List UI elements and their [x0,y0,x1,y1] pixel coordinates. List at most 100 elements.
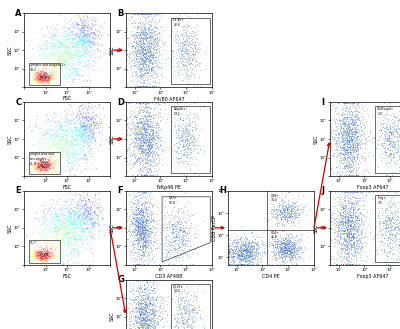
Point [66,258,72,263]
Point [346,234,352,240]
X-axis label: FSC: FSC [62,185,72,190]
Point [78,119,84,125]
Point [331,117,338,122]
Point [80,128,87,133]
Point [146,300,152,306]
Point [41,238,48,243]
Point [124,84,130,89]
Point [31,166,38,171]
Point [27,161,33,166]
Point [188,322,194,327]
Point [38,75,44,81]
Point [342,152,348,157]
Point [137,84,143,89]
Point [344,155,351,160]
Point [149,130,156,135]
Point [168,299,174,304]
Point [395,142,400,148]
Point [42,249,48,254]
Point [51,81,57,87]
Point [72,236,79,241]
Point [361,214,367,219]
Point [146,132,152,137]
Point [78,74,84,79]
Point [138,229,144,234]
Point [141,51,147,56]
Point [127,298,134,303]
Point [52,220,59,225]
Point [144,227,150,233]
Point [238,258,244,263]
Point [136,313,143,318]
Point [150,218,156,224]
Point [234,262,241,267]
Point [343,248,350,254]
Point [156,38,162,43]
Point [179,117,186,122]
Point [352,209,359,214]
Point [187,32,194,38]
Point [161,216,167,221]
Point [340,132,346,137]
Point [280,255,286,260]
Point [190,52,196,57]
Point [380,143,386,148]
Point [350,231,356,236]
Point [48,72,54,77]
Point [178,294,185,299]
Point [338,207,344,212]
Point [349,102,356,107]
Point [396,132,400,138]
Point [141,298,147,304]
Point [40,254,46,259]
Point [344,210,351,215]
Point [287,203,294,208]
Point [349,189,355,194]
Point [343,244,349,249]
Point [142,205,149,210]
Point [40,77,46,82]
Point [148,167,154,173]
Point [346,228,353,233]
Point [247,249,254,255]
Point [140,278,146,283]
Point [348,200,355,205]
Point [351,239,357,244]
Point [352,147,358,152]
Point [350,104,356,109]
Point [87,54,94,60]
Point [189,57,196,62]
Point [148,142,154,148]
Point [80,26,86,31]
Point [62,220,69,225]
Point [66,124,72,130]
Point [34,59,41,64]
Point [294,207,300,212]
Point [142,104,148,109]
Point [166,56,173,61]
Point [64,53,71,58]
Point [243,243,250,248]
Point [150,139,156,145]
Point [76,13,82,19]
Point [138,317,145,322]
Point [134,84,141,89]
Point [146,151,152,157]
Point [73,49,79,54]
Point [86,133,92,138]
Point [280,252,287,257]
Point [86,134,92,139]
Point [343,135,350,140]
Point [40,81,46,86]
Point [39,254,46,259]
Point [291,249,298,254]
Point [30,168,37,173]
Point [343,243,350,248]
Point [241,236,247,241]
Point [351,222,358,227]
Point [255,251,262,257]
Point [153,100,160,105]
Point [79,124,85,129]
Point [53,158,60,164]
Point [226,241,233,246]
